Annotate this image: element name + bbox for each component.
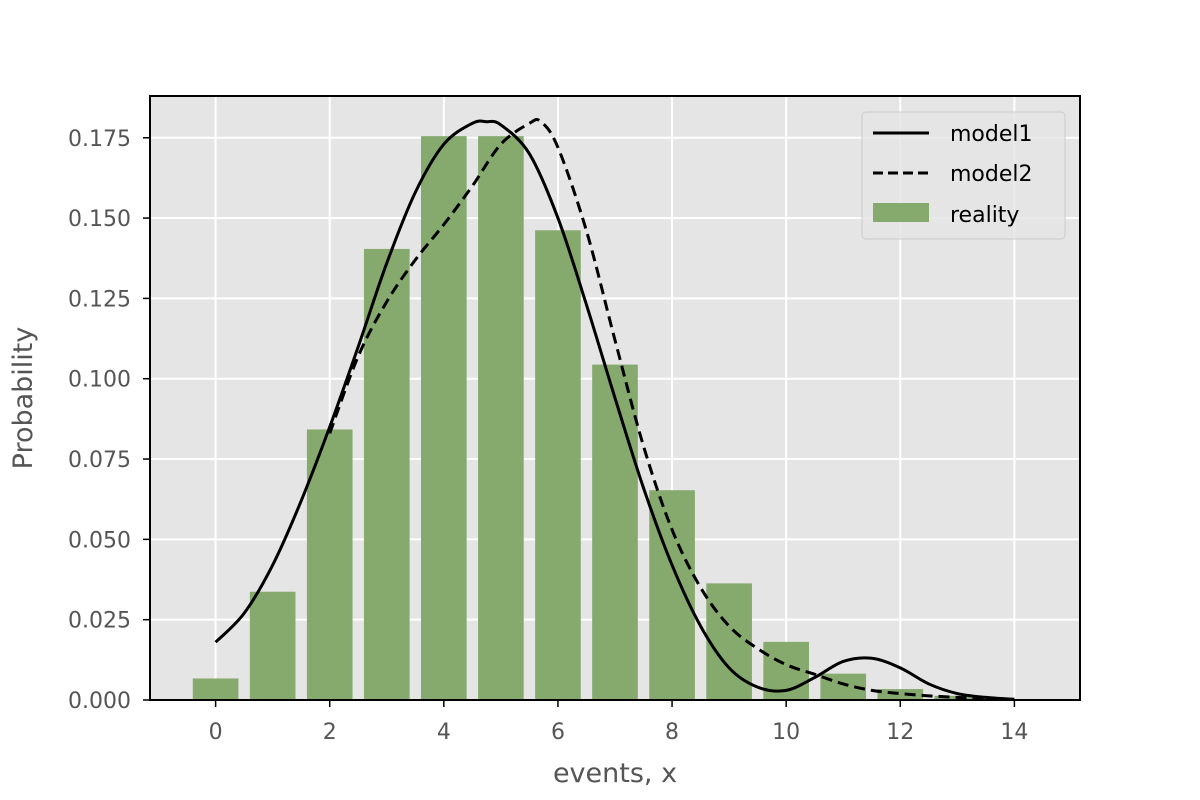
legend-model1-label: model1	[950, 122, 1033, 147]
x-tick-label: 6	[551, 720, 565, 745]
x-tick-label: 10	[772, 720, 800, 745]
bar-reality	[249, 591, 296, 700]
y-tick-label: 0.025	[68, 609, 131, 634]
x-tick-label: 4	[437, 720, 451, 745]
bar-reality	[363, 248, 410, 700]
bar-reality	[592, 364, 638, 700]
bar-reality	[192, 678, 239, 700]
x-tick-label: 8	[665, 720, 679, 745]
line-model1	[214, 119, 1015, 701]
x-axis-title: events, x	[553, 758, 677, 789]
bar-reality	[478, 136, 524, 701]
y-tick-label: 0.100	[68, 368, 131, 393]
line-model2	[328, 117, 1015, 701]
bar-reality	[877, 689, 924, 700]
x-tick-label: 0	[209, 720, 223, 745]
y-tick-label: 0.175	[68, 127, 131, 152]
x-tick-label: 14	[1000, 720, 1028, 745]
legend-model2-label: model2	[950, 162, 1033, 187]
y-axis-title: Probability	[8, 327, 39, 470]
y-tick-label: 0.000	[68, 689, 131, 714]
lines	[214, 117, 1015, 701]
legend-reality-swatch	[873, 203, 929, 222]
legend: model1 model2 reality	[861, 111, 1066, 240]
bar-reality	[421, 136, 467, 701]
y-tick-label: 0.150	[68, 207, 131, 232]
y-tick-label: 0.125	[68, 287, 131, 312]
ticks: 0 2 4 6 8 10 12 14 0.000 0.025 0.050 0.075 0.100 0.12…	[68, 127, 1028, 745]
x-tick-label: 2	[323, 720, 337, 745]
y-tick-label: 0.050	[68, 528, 131, 553]
bar-reality	[306, 429, 353, 700]
legend-reality-label: reality	[950, 203, 1019, 228]
x-tick-label: 12	[886, 720, 914, 745]
bars	[192, 136, 981, 701]
y-tick-label: 0.075	[68, 448, 131, 473]
bar-reality	[535, 230, 581, 700]
plot-frame	[149, 95, 1081, 701]
